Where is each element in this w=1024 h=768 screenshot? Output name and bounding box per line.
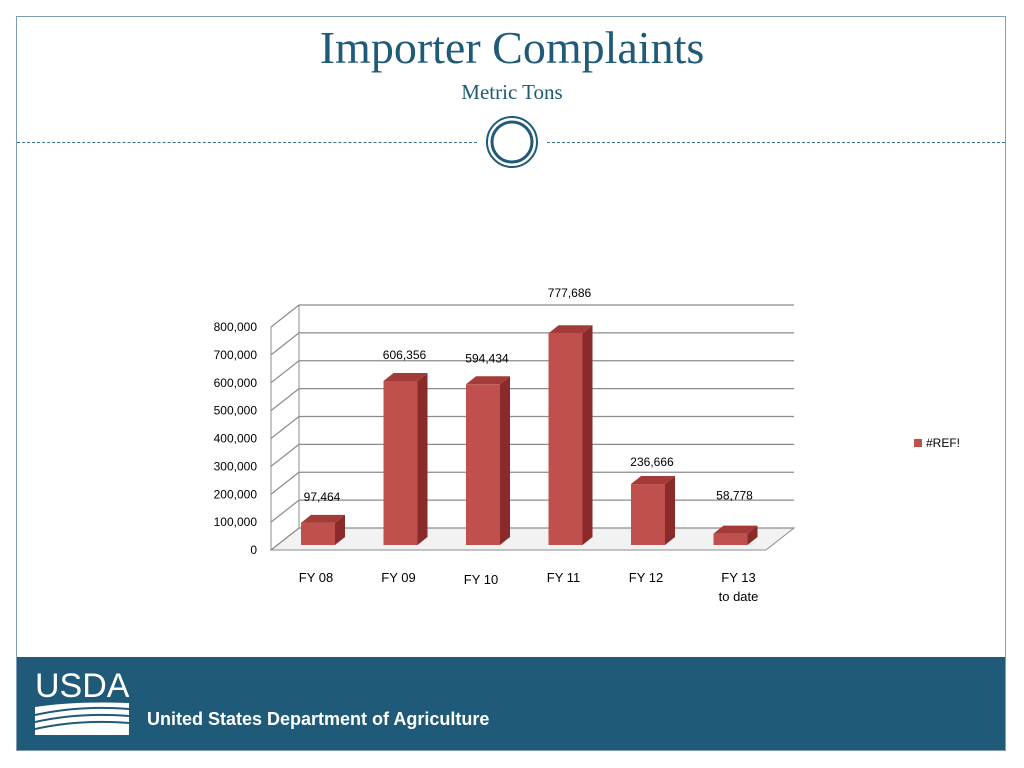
circle-ornament-icon: [486, 116, 538, 168]
legend-label: #REF!: [926, 436, 960, 450]
y-tick-label: 700,000: [214, 348, 258, 362]
slide-title: Importer Complaints: [319, 22, 705, 73]
x-tick-label: FY 12: [629, 570, 663, 585]
x-tick-label: FY 09: [381, 570, 415, 585]
y-tick-label: 0: [250, 543, 257, 557]
bar-top: [383, 372, 428, 381]
gridline: [270, 388, 794, 412]
data-label: 58,778: [716, 489, 753, 503]
y-tick-label: 300,000: [214, 459, 258, 473]
slide-subtitle: Metric Tons: [461, 80, 563, 104]
bar: [713, 533, 748, 545]
bar-top: [301, 514, 345, 523]
gridline: [270, 443, 794, 467]
legend-swatch: [914, 439, 922, 447]
divider-left: [17, 142, 477, 143]
bar: [631, 484, 665, 545]
bar-top: [631, 476, 675, 485]
divider-right: [547, 142, 1005, 143]
y-tick-label: 200,000: [214, 487, 258, 501]
bar: [383, 380, 418, 545]
x-tick-label: FY 13: [721, 570, 755, 585]
data-label: 606,356: [383, 348, 427, 362]
bar-top: [548, 325, 593, 334]
department-name: United States Department of Agriculture: [147, 709, 490, 729]
bar-side: [582, 325, 593, 545]
bar-side: [500, 376, 510, 545]
bar-side: [417, 372, 428, 545]
bar-side: [665, 476, 675, 545]
gridline: [270, 415, 794, 439]
y-tick-label: 600,000: [214, 376, 258, 390]
footer-bar: USDA United States Department of Agricul…: [17, 657, 1005, 750]
data-label: 594,434: [465, 351, 509, 365]
y-tick-label: 500,000: [214, 404, 258, 418]
gridline: [270, 471, 794, 495]
y-tick-label: 100,000: [214, 515, 258, 529]
y-tick-label: 800,000: [214, 320, 258, 334]
y-tick-label: 400,000: [214, 432, 258, 446]
svg-text:USDA: USDA: [35, 667, 129, 705]
bar: [466, 384, 500, 545]
bar-side: [335, 514, 345, 545]
data-label: 97,464: [304, 490, 341, 504]
usda-logo: USDA: [35, 667, 129, 735]
data-label: 777,686: [548, 286, 592, 300]
gridline: [270, 304, 794, 328]
bar-side: [747, 525, 758, 545]
x-tick-label: FY 08: [299, 570, 333, 585]
gridline: [270, 499, 794, 523]
x-tick-label: to date: [719, 589, 759, 604]
bar: [548, 333, 583, 545]
gridline: [270, 332, 794, 356]
bar-top: [713, 525, 758, 534]
x-tick-label: FY 10: [464, 572, 498, 587]
gridline: [270, 527, 794, 551]
x-tick-label: FY 11: [547, 570, 580, 585]
bar: [301, 522, 335, 545]
gridline: [270, 360, 794, 384]
data-label: 236,666: [630, 455, 674, 469]
bar-top: [466, 376, 510, 385]
